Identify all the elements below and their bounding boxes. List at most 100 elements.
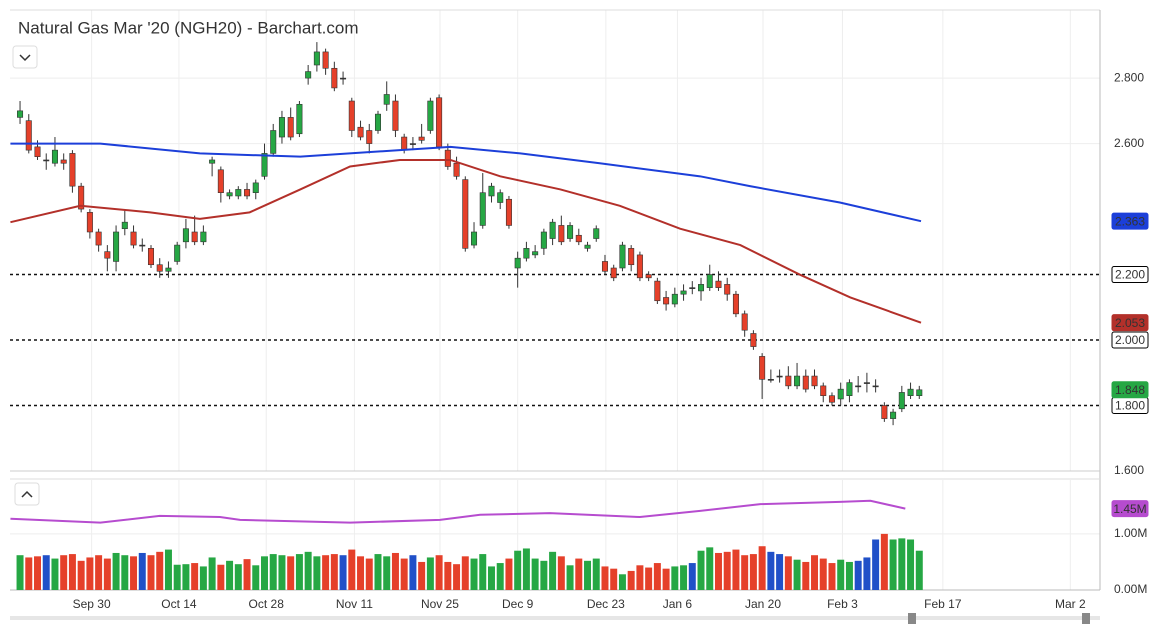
- candle-body: [436, 97, 443, 148]
- candle-body: [532, 251, 539, 256]
- volume-bar: [845, 561, 853, 590]
- scroll-handle[interactable]: [1082, 613, 1090, 624]
- volume-bar: [496, 563, 504, 590]
- candle-body: [357, 126, 364, 138]
- candle-body: [34, 146, 41, 157]
- candle-body: [567, 225, 574, 239]
- candle-body: [776, 375, 783, 378]
- volume-bar: [68, 554, 76, 590]
- candle-body: [881, 405, 888, 419]
- volume-bar: [25, 557, 33, 590]
- chart-title: Natural Gas Mar '20 (NGH20) - Barchart.c…: [18, 18, 359, 37]
- candle-body: [25, 120, 32, 151]
- volume-bar: [461, 556, 469, 590]
- candle-body: [759, 356, 766, 380]
- volume-bar: [872, 539, 880, 590]
- price-tag: [1111, 314, 1149, 332]
- x-tick-label: Feb 17: [924, 597, 962, 611]
- volume-bar: [784, 556, 792, 590]
- candle-body: [619, 244, 626, 269]
- candle-body: [95, 231, 102, 246]
- volume-bar: [837, 559, 845, 590]
- candle-body: [427, 100, 434, 131]
- candle-body: [235, 189, 242, 197]
- candle-body: [113, 231, 120, 262]
- volume-bar: [34, 556, 41, 590]
- price-tag: [1111, 331, 1149, 349]
- candle-body: [689, 287, 696, 289]
- scroll-handle[interactable]: [908, 613, 916, 624]
- volume-bar: [915, 550, 923, 590]
- collapse-button[interactable]: [14, 482, 40, 506]
- volume-average: [10, 499, 906, 524]
- volume-bar: [688, 563, 696, 590]
- volume-bar: [42, 555, 50, 590]
- candle-body: [401, 136, 408, 151]
- candle-body: [802, 375, 809, 390]
- x-tick-label: Feb 3: [827, 597, 858, 611]
- volume-bar: [226, 560, 234, 590]
- volume-bar: [330, 554, 338, 590]
- candle-body: [680, 290, 687, 295]
- candle-body: [217, 169, 224, 193]
- candle-body: [165, 267, 172, 272]
- price-tag-label: 1.45M: [1113, 502, 1146, 516]
- volume-bar: [793, 559, 801, 590]
- candle-body: [715, 280, 722, 288]
- volume-bar: [618, 574, 626, 590]
- volume-bar: [758, 546, 766, 590]
- candle-body: [890, 411, 897, 419]
- marks: [10, 42, 1100, 590]
- y-tick-label: 1.00M: [1114, 526, 1147, 540]
- volume-bar: [348, 549, 356, 590]
- volume-bar: [130, 556, 138, 590]
- volume-bar: [453, 564, 461, 590]
- candle-body: [348, 100, 355, 131]
- volume-bar: [811, 555, 819, 590]
- volume-bar: [295, 554, 303, 590]
- volume-bar: [487, 566, 495, 590]
- volume-bar: [636, 565, 644, 590]
- candle-body: [732, 293, 739, 315]
- volume-bar: [339, 555, 347, 590]
- volume-bar: [889, 539, 897, 590]
- candle-body: [147, 248, 155, 266]
- volume-bar: [86, 557, 94, 590]
- moving-average: [10, 158, 922, 324]
- candle-body: [340, 77, 347, 80]
- volume-bar: [645, 567, 653, 590]
- candle-body: [17, 110, 24, 118]
- candle-body: [767, 379, 774, 381]
- volume-bar: [400, 558, 408, 590]
- volume-bar: [767, 551, 775, 590]
- volume-bar: [470, 558, 478, 590]
- volume-bar: [426, 557, 434, 590]
- volume-bar: [217, 564, 225, 590]
- volume-bar: [287, 556, 295, 590]
- volume-bar: [662, 568, 670, 590]
- volume-bar: [199, 566, 207, 590]
- collapse-button[interactable]: [12, 45, 38, 69]
- volume-bar: [584, 560, 592, 590]
- candle-body: [584, 244, 591, 249]
- candle-body: [86, 212, 93, 233]
- volume-bar: [706, 547, 714, 590]
- volume-bar: [479, 554, 487, 590]
- candle-body: [191, 231, 198, 243]
- candle-body: [313, 51, 320, 66]
- volume-bar: [357, 556, 365, 590]
- candle-body: [706, 274, 713, 288]
- volume-bar: [95, 555, 103, 590]
- x-tick-label: Dec 23: [587, 597, 625, 611]
- volume-bar: [863, 557, 871, 590]
- candle-body: [540, 231, 547, 249]
- volume-bar: [147, 555, 155, 590]
- candle-body: [174, 244, 181, 262]
- candle-body: [252, 182, 259, 193]
- volume-bar: [880, 533, 888, 590]
- candle-body: [392, 100, 399, 131]
- x-tick-label: Oct 28: [249, 597, 285, 611]
- candle-body: [453, 162, 460, 177]
- chevron-icon: [21, 490, 33, 498]
